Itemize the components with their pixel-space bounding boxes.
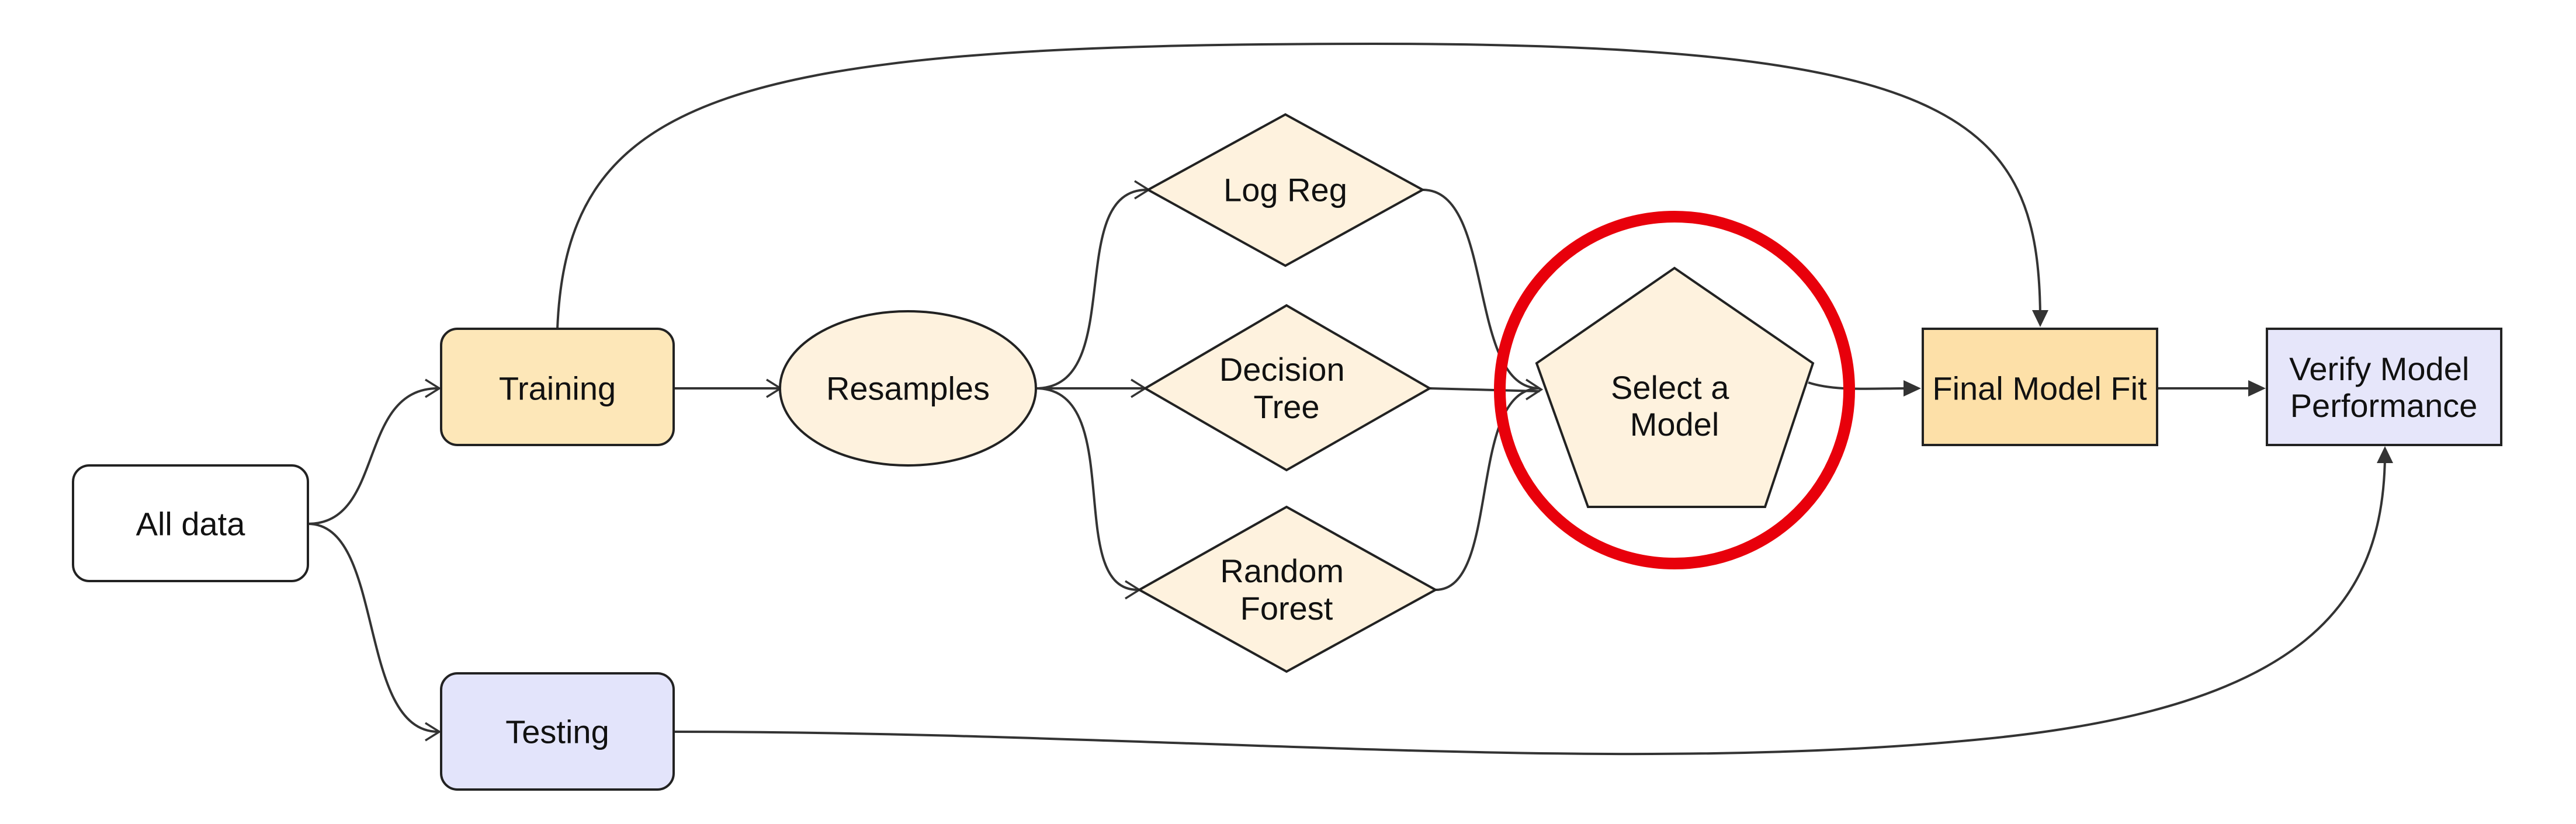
label-select-model-line2: Model: [1630, 406, 1719, 443]
node-verify-model-performance: Verify Model Performance: [2266, 328, 2502, 446]
edge-resamples-to-log-reg: [1035, 189, 1147, 390]
arrowhead-select-model: [1526, 378, 1544, 401]
arrowhead-verify: [2248, 380, 2266, 397]
arrowhead-verify-bottom: [2377, 446, 2393, 463]
label-all-data: All data: [136, 506, 246, 543]
label-verify-line1: Verify Model: [2289, 350, 2469, 387]
node-testing: Testing: [440, 672, 675, 791]
node-all-data: All data: [72, 464, 309, 582]
label-resamples: Resamples: [826, 370, 990, 407]
node-log-reg: Log Reg: [1145, 113, 1426, 267]
svg-text:Random Forest: Random Forest: [1220, 552, 1353, 627]
edge-decision-tree-to-select: [1429, 387, 1540, 392]
highlight-circle: [1494, 211, 1855, 569]
arrowhead-training: [425, 378, 442, 398]
edge-resamples-to-random-forest: [1035, 387, 1138, 591]
label-decision-tree-line1: Decision: [1219, 351, 1345, 388]
label-log-reg: Log Reg: [1223, 172, 1347, 208]
edge-log-reg-to-select: [1422, 189, 1540, 390]
edge-testing-to-verify: [673, 455, 2386, 756]
label-random-forest-line1: Random: [1220, 552, 1344, 589]
node-decision-tree: Decision Tree: [1143, 304, 1433, 472]
edge-select-to-final-model-fit: [1808, 381, 1911, 390]
node-select-a-model: Select a Model: [1535, 266, 1815, 508]
label-final-model-fit: Final Model Fit: [1932, 370, 2147, 407]
edge-training-to-final-model-fit: [556, 42, 2041, 329]
label-decision-tree-line2: Tree: [1253, 388, 1319, 425]
arrowhead-final-model-fit: [1904, 380, 1921, 397]
svg-text:Verify Model Performance: Verify Model Performance: [2289, 350, 2478, 424]
node-resamples: Resamples: [779, 310, 1037, 467]
label-verify-line2: Performance: [2290, 387, 2478, 424]
label-select-model-line1: Select a: [1611, 369, 1729, 406]
arrowhead-final-model-fit-top: [2032, 310, 2048, 327]
label-random-forest-line2: Forest: [1240, 590, 1333, 627]
svg-text:Decision Tree: Decision Tree: [1219, 351, 1354, 425]
node-training: Training: [440, 328, 675, 446]
edge-all-data-to-testing: [307, 523, 439, 733]
edge-all-data-to-training: [307, 387, 439, 525]
edge-random-forest-to-select: [1435, 387, 1540, 591]
svg-text:Select a Model: Select a Model: [1611, 369, 1738, 443]
arrowhead-testing: [425, 722, 442, 742]
node-final-model-fit: Final Model Fit: [1922, 328, 2158, 446]
label-testing: Testing: [505, 714, 609, 750]
node-random-forest: Random Forest: [1136, 505, 1438, 673]
label-training: Training: [499, 370, 616, 407]
